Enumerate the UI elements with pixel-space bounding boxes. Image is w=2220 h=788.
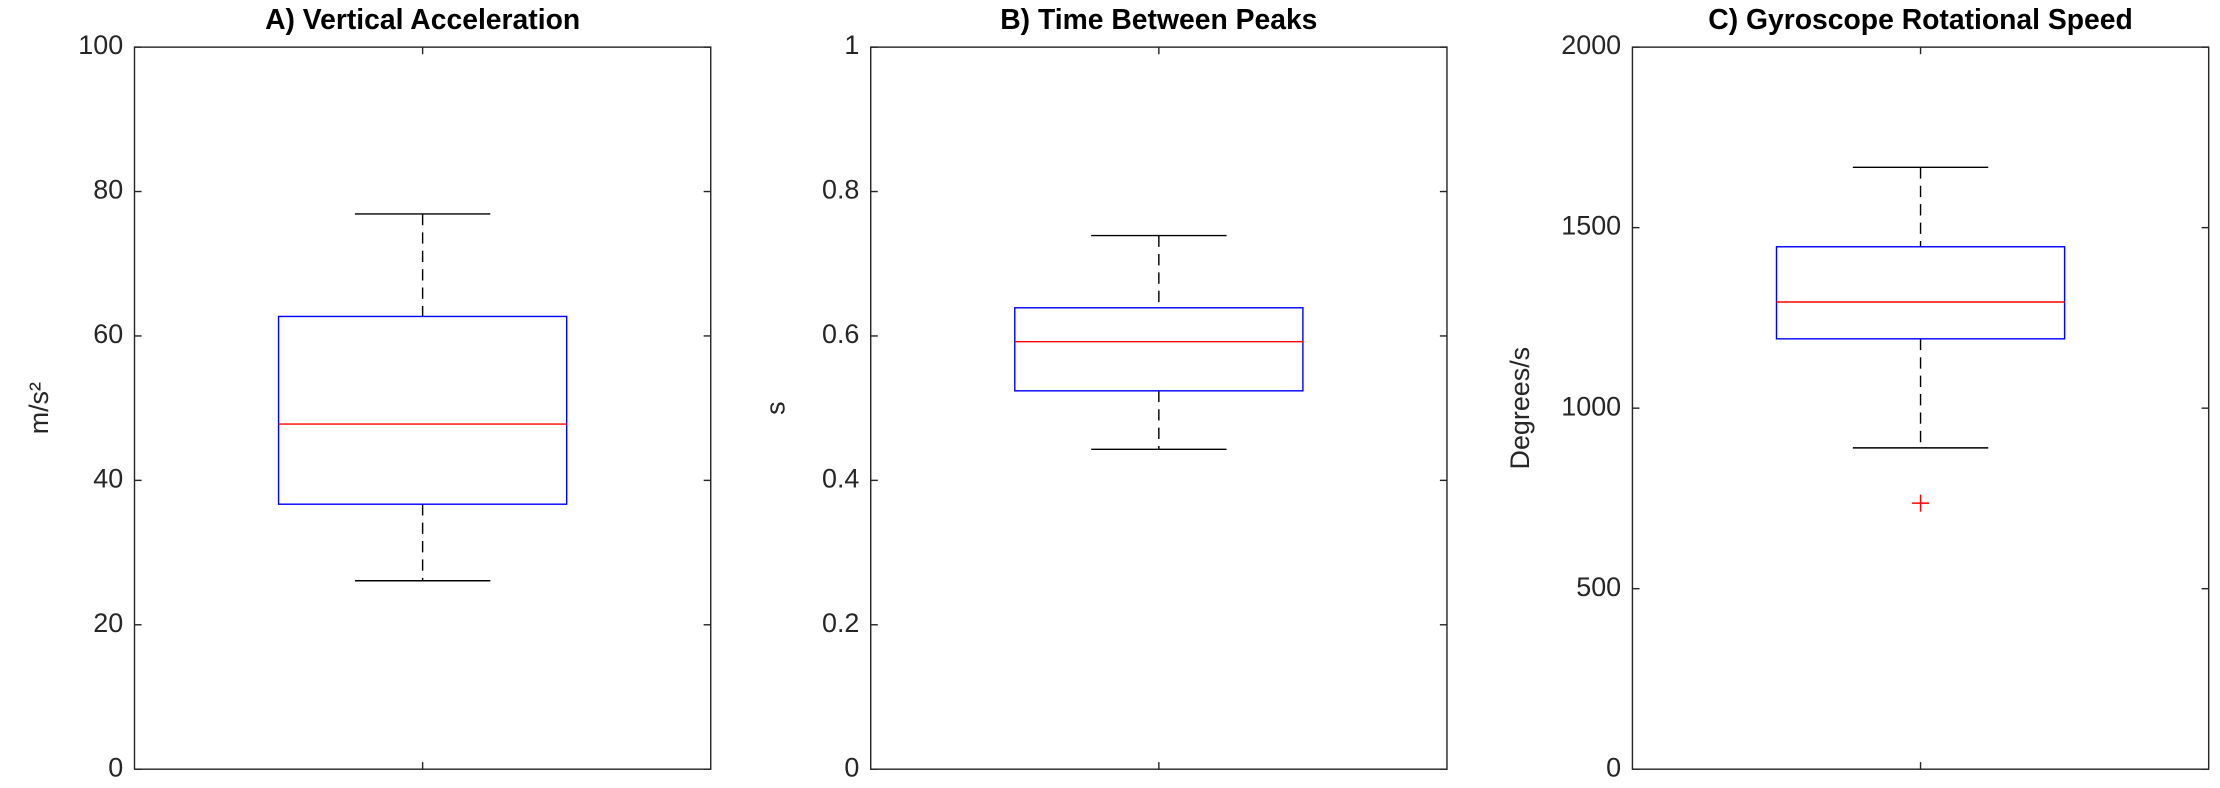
y-tick-label: 0	[108, 752, 123, 782]
y-tick-label: 60	[93, 319, 123, 349]
chart-title: A) Vertical Acceleration	[265, 3, 580, 35]
y-tick-label: 0.4	[822, 463, 859, 493]
y-axis-label: m/s²	[24, 382, 54, 434]
plot-frame	[1631, 46, 2210, 770]
y-axis-label: s	[760, 401, 790, 414]
chart-title: B) Time Between Peaks	[1000, 3, 1317, 35]
plot-frame	[870, 46, 1448, 770]
y-tick-label: 2000	[1561, 30, 1621, 60]
y-tick-label: 1	[844, 30, 859, 60]
y-tick-label: 80	[93, 175, 123, 205]
panel: A) Vertical Acceleration 0 20 40 60 80 100 m/s²	[24, 3, 712, 782]
y-tick-label: 500	[1576, 572, 1621, 602]
y-tick-label: 0	[844, 752, 859, 782]
outlier	[1912, 494, 1930, 512]
y-tick-label: 20	[93, 608, 123, 638]
panel: C) Gyroscope Rotational Speed 0 500 1000 150…	[1505, 3, 2210, 782]
panel: B) Time Between Peaks 0 0.2 0.4 0.6 0.8 1 s	[760, 3, 1448, 782]
y-tick-label: 0	[1606, 752, 1621, 782]
y-tick-label: 1000	[1561, 391, 1621, 421]
box	[1014, 307, 1304, 392]
y-tick-label: 1500	[1561, 211, 1621, 241]
y-tick-label: 0.8	[822, 175, 859, 205]
y-tick-label: 0.6	[822, 319, 859, 349]
box	[277, 315, 568, 505]
y-axis-label: Degrees/s	[1505, 347, 1535, 470]
plot-frame	[133, 46, 712, 770]
y-tick-label: 100	[78, 30, 123, 60]
chart-title: C) Gyroscope Rotational Speed	[1708, 3, 2133, 35]
y-tick-label: 40	[93, 463, 123, 493]
box	[1775, 246, 2066, 340]
y-tick-label: 0.2	[822, 608, 859, 638]
